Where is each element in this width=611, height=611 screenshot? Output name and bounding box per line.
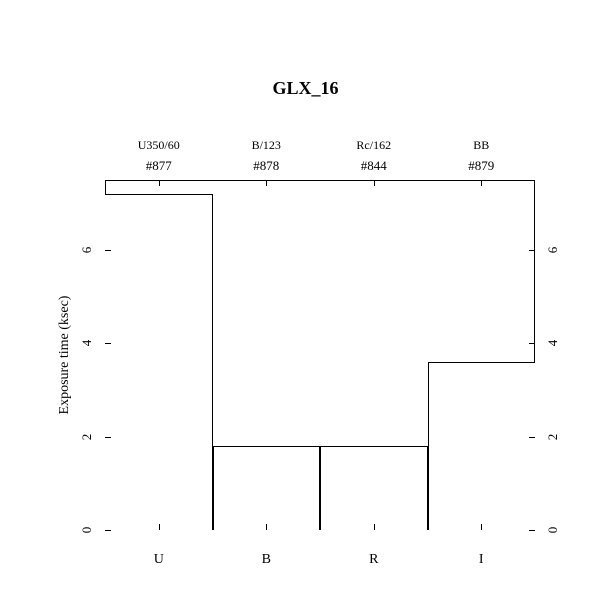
ytick-mark-right-4 [529, 343, 535, 344]
filter-label-1: B/123 [216, 138, 316, 153]
xtick-bottom-0 [159, 524, 160, 530]
ytick-mark-right-2 [529, 437, 535, 438]
ytick-left-0: 0 [77, 520, 97, 540]
xtick-bottom-1 [266, 524, 267, 530]
ytick-left-6: 6 [77, 240, 97, 260]
ytick-right-6: 6 [543, 240, 563, 260]
x-category-B: B [236, 552, 296, 568]
bar-R [320, 446, 428, 530]
ytick-right-2: 2 [543, 427, 563, 447]
hash-label-0: #877 [109, 158, 209, 174]
x-category-I: I [451, 552, 511, 568]
y-axis-label: Exposure time (ksec) [55, 265, 75, 445]
ytick-mark-left-2 [105, 437, 111, 438]
xtick-top-0 [159, 180, 160, 186]
ytick-mark-left-0 [105, 530, 111, 531]
ytick-left-4: 4 [77, 333, 97, 353]
hash-label-3: #879 [431, 158, 531, 174]
xtick-top-2 [374, 180, 375, 186]
ytick-left-2: 2 [77, 427, 97, 447]
x-category-U: U [129, 552, 189, 568]
filter-label-3: BB [431, 138, 531, 153]
chart-title: GLX_16 [0, 78, 611, 99]
hash-label-1: #878 [216, 158, 316, 174]
ytick-mark-left-4 [105, 343, 111, 344]
hash-label-2: #844 [324, 158, 424, 174]
xtick-top-3 [481, 180, 482, 186]
ytick-mark-right-0 [529, 530, 535, 531]
filter-label-2: Rc/162 [324, 138, 424, 153]
ytick-right-0: 0 [543, 520, 563, 540]
bar-I [428, 362, 536, 530]
bar-U [105, 194, 213, 530]
x-category-R: R [344, 552, 404, 568]
ytick-mark-left-6 [105, 250, 111, 251]
xtick-bottom-3 [481, 524, 482, 530]
bar-B [213, 446, 321, 530]
xtick-bottom-2 [374, 524, 375, 530]
xtick-top-1 [266, 180, 267, 186]
ytick-right-4: 4 [543, 333, 563, 353]
ytick-mark-right-6 [529, 250, 535, 251]
filter-label-0: U350/60 [109, 138, 209, 153]
